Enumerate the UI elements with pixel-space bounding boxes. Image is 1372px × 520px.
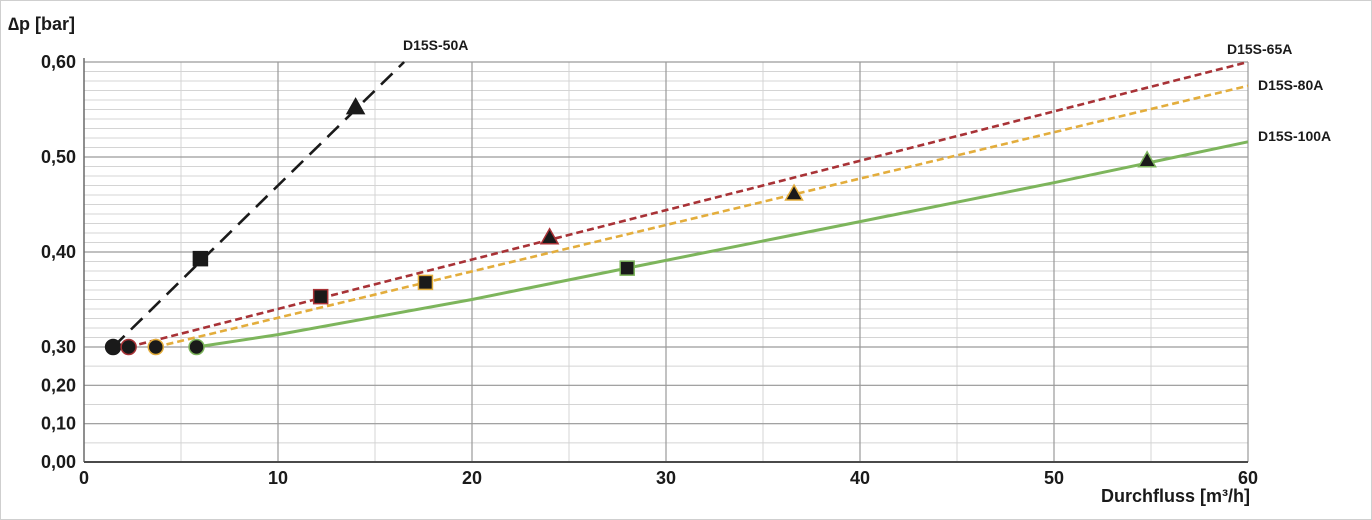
- y-tick-label: 0,30: [41, 337, 76, 357]
- y-tick-label: 0,60: [41, 52, 76, 72]
- marker-triangle-d15s-100a: [1137, 150, 1157, 168]
- series-label-d15s-65a: D15S-65A: [1227, 41, 1292, 57]
- marker-circle-d15s-100a: [188, 338, 205, 356]
- series-labels: D15S-50A D15S-65A D15S-80A D15S-100A: [403, 37, 1331, 144]
- x-tick-label: 10: [268, 468, 288, 488]
- y-tick-label: 0,40: [41, 242, 76, 262]
- series-line-d15s-80a: [155, 84, 1249, 349]
- marker-triangle-d15s-80a: [784, 183, 804, 201]
- marker-square-d15s-65a: [312, 288, 329, 305]
- series-markers: [104, 97, 1157, 356]
- tick-labels: 0,00 0,10 0,20 0,30 0,40 0,50 0,60 0 10 20 30 40 50 6…: [41, 52, 1258, 488]
- series-label-d15s-80a: D15S-80A: [1258, 77, 1323, 93]
- x-axis-title: Durchfluss [m³/h]: [1101, 486, 1250, 506]
- marker-square-d15s-100a: [619, 260, 635, 276]
- x-tick-label: 60: [1238, 468, 1258, 488]
- x-tick-label: 30: [656, 468, 676, 488]
- marker-triangle-d15s-65a: [539, 227, 560, 245]
- x-tick-label: 20: [462, 468, 482, 488]
- y-tick-label: 0,10: [41, 414, 76, 434]
- marker-circle-d15s-80a: [147, 338, 165, 356]
- y-tick-label: 0,50: [41, 147, 76, 167]
- marker-circle-d15s-50a: [104, 338, 122, 356]
- axes: [83, 58, 1248, 463]
- y-axis-title: ∆p [bar]: [8, 14, 75, 34]
- x-tick-label: 40: [850, 468, 870, 488]
- series-label-d15s-50a: D15S-50A: [403, 37, 468, 53]
- x-tick-label: 0: [79, 468, 89, 488]
- y-tick-label: 0,00: [41, 452, 76, 472]
- marker-circle-d15s-65a: [120, 338, 137, 356]
- marker-square-d15s-50a: [192, 250, 209, 267]
- y-tick-label: 0,20: [41, 375, 76, 395]
- series-label-d15s-100a: D15S-100A: [1258, 128, 1331, 144]
- marker-triangle-d15s-50a: [345, 97, 366, 115]
- marker-square-d15s-80a: [417, 274, 434, 291]
- x-tick-label: 50: [1044, 468, 1064, 488]
